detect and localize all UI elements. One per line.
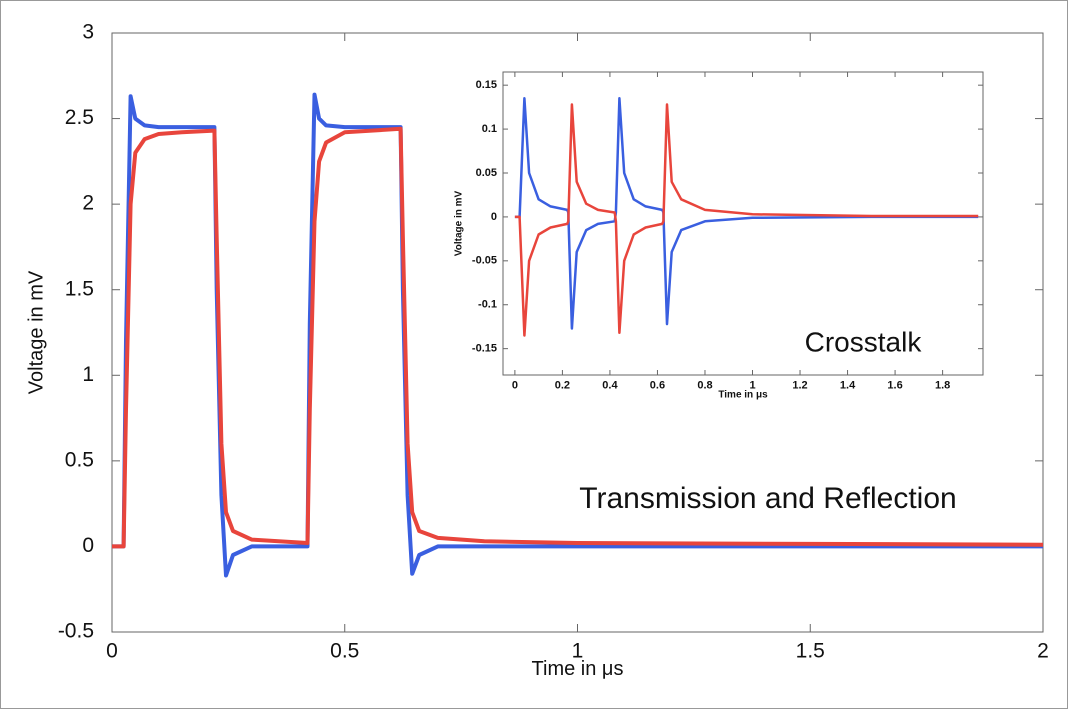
y-tick-label: 2.5 — [65, 106, 94, 129]
x-tick-label: 1.4 — [840, 379, 856, 391]
plot-area — [502, 71, 984, 376]
x-tick-label: 1.6 — [887, 379, 902, 391]
series-line — [112, 126, 1044, 549]
y-tick-label: 0.1 — [482, 123, 497, 135]
x-tick-label: 0 — [512, 379, 518, 391]
x-tick-label: 0.5 — [330, 639, 359, 662]
y-tick-label: 1.5 — [65, 277, 94, 300]
x-tick-label: 0.4 — [602, 379, 618, 391]
y-tick-label: 0.5 — [65, 448, 94, 471]
y-tick-label: 1 — [82, 363, 94, 386]
y-tick-label: 2 — [82, 192, 94, 215]
y-tick-label: 0 — [491, 211, 497, 223]
x-tick-label: 0.8 — [697, 379, 712, 391]
x-tick-label: 1 — [749, 379, 755, 391]
y-axis-label: Voltage in mV — [454, 190, 465, 256]
y-tick-label: 0.15 — [476, 79, 497, 91]
y-tick-label: 0 — [82, 534, 94, 557]
y-tick-label: -0.15 — [472, 343, 497, 355]
y-tick-label: -0.05 — [472, 255, 497, 267]
x-tick-label: 0 — [106, 639, 118, 662]
y-tick-label: 3 — [82, 21, 94, 44]
x-tick-label: 0.6 — [650, 379, 665, 391]
x-tick-label: 2 — [1037, 639, 1049, 662]
annotation: Crosstalk — [805, 326, 923, 357]
x-tick-label: 1.5 — [796, 639, 825, 662]
x-tick-label: 1 — [572, 639, 584, 662]
y-tick-label: -0.1 — [478, 299, 497, 311]
x-tick-label: 1.8 — [935, 379, 950, 391]
x-axis-label: Time in μs — [532, 658, 624, 680]
annotation: Transmission and Reflection — [579, 482, 956, 515]
y-axis-label: Voltage in mV — [25, 270, 47, 394]
y-tick-label: 0.05 — [476, 167, 497, 179]
y-tick-label: -0.5 — [58, 620, 94, 643]
x-axis-label: Time in μs — [718, 389, 768, 400]
x-tick-label: 1.2 — [792, 379, 807, 391]
series-line — [514, 103, 979, 337]
x-tick-label: 0.2 — [555, 379, 570, 391]
